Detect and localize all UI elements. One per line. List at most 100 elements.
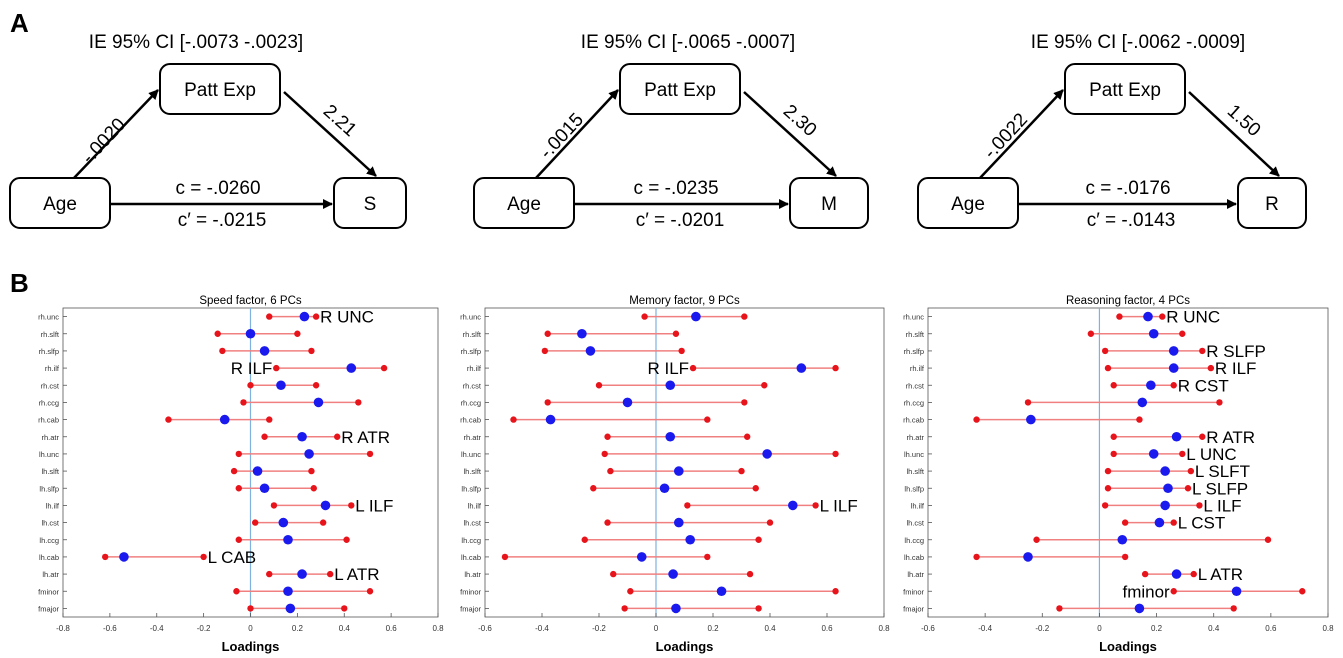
x-tick-label: 0.6	[821, 624, 833, 633]
ci-high-point	[678, 347, 685, 355]
outcome-label: M	[821, 194, 837, 215]
y-tick-label: fminor	[460, 587, 481, 596]
ci-low-point	[219, 347, 226, 355]
predictor-label: Age	[951, 194, 985, 215]
y-tick-label: rh.unc	[38, 313, 59, 322]
ci-high-point	[319, 519, 327, 526]
y-tick-label: rh.ccg	[39, 398, 59, 407]
ci-low-point	[641, 313, 648, 320]
ci-high-point	[1199, 347, 1206, 355]
annotation-label: R CST	[1178, 376, 1229, 395]
outcome-label: R	[1265, 194, 1279, 215]
estimate-point	[283, 534, 293, 545]
ci-low-point	[501, 553, 509, 561]
ci-high-point	[672, 330, 680, 337]
c-label: c = -.0176	[1085, 178, 1170, 199]
ci-low-point	[544, 399, 551, 406]
estimate-point	[691, 311, 701, 322]
x-tick-label: -0.4	[150, 624, 164, 633]
estimate-point	[299, 311, 310, 322]
estimate-point	[665, 380, 676, 391]
y-tick-label: lh.ilf	[468, 501, 482, 510]
estimate-point	[219, 414, 230, 425]
c-label: c = -.0235	[633, 178, 718, 199]
chart-title: Speed factor, 6 PCs	[199, 295, 302, 307]
x-tick-label: 0.4	[764, 624, 776, 633]
annotation-label: R ATR	[341, 428, 390, 447]
y-tick-label: rh.slfp	[39, 347, 59, 356]
ci-high-point	[744, 433, 751, 440]
x-tick-label: 0.6	[386, 624, 398, 633]
annotation-label: L CST	[1178, 514, 1226, 533]
y-tick-label: fminor	[38, 587, 59, 596]
estimate-point	[636, 552, 647, 562]
ci-high-point	[1196, 502, 1203, 509]
x-tick-label: 0.8	[432, 624, 444, 633]
x-axis-label: Loadings	[1099, 639, 1157, 654]
ci-low-point	[607, 467, 614, 475]
estimate-point	[659, 483, 670, 494]
estimate-point	[788, 500, 798, 511]
y-tick-label: rh.ccg	[904, 398, 924, 407]
ci-high-point	[1199, 433, 1206, 440]
ci-high-point	[704, 416, 711, 423]
estimate-point	[796, 363, 807, 373]
ci-low-point	[1116, 313, 1123, 320]
ci-low-point	[266, 570, 273, 578]
panel-label-b: B	[10, 268, 29, 298]
x-tick-label: 0	[1097, 624, 1102, 633]
ci-high-point	[312, 382, 320, 389]
ci-low-point	[601, 450, 608, 458]
y-tick-label: rh.atr	[41, 433, 59, 442]
estimate-point	[577, 328, 587, 339]
estimate-point	[622, 397, 633, 408]
ci-high-point	[1136, 416, 1143, 423]
estimate-point	[716, 586, 727, 597]
y-tick-label: rh.atr	[463, 433, 481, 442]
chart-title: Reasoning factor, 4 PCs	[1066, 295, 1190, 307]
outcome-box	[789, 177, 869, 229]
ci-low-point	[590, 485, 597, 492]
mediation-diagram-speed: IE 95% CI [-.0073 -.0023] Patt Exp Age S…	[9, 32, 407, 231]
mediator-box	[619, 63, 741, 115]
y-tick-label: rh.cab	[38, 416, 59, 425]
ci-high-point	[746, 570, 754, 578]
ci-low-point	[235, 450, 242, 458]
ci-high-point	[366, 588, 374, 595]
outcome-label: S	[364, 194, 377, 215]
y-tick-label: rh.unc	[460, 313, 481, 322]
ci-low-point	[270, 502, 278, 509]
x-tick-label: 0	[654, 624, 659, 633]
estimate-point	[252, 466, 263, 476]
estimate-point	[259, 346, 270, 356]
ci-high-point	[266, 416, 273, 423]
ci-low-point	[101, 553, 109, 561]
mediation-diagram-reasoning: IE 95% CI [-.0062 -.0009] Patt Exp Age R…	[917, 32, 1307, 231]
outcome-box	[333, 177, 407, 229]
estimate-point	[1163, 483, 1173, 494]
mediator-label: Patt Exp	[1089, 80, 1161, 101]
ci-high-point	[1170, 519, 1177, 526]
ci-high-point	[1299, 588, 1306, 595]
x-tick-label: -0.4	[978, 624, 992, 633]
x-tick-label: -0.6	[921, 624, 935, 633]
ci-high-point	[832, 588, 839, 595]
ci-high-point	[766, 519, 774, 526]
annotation-label: R ILF	[1215, 359, 1257, 378]
ci-high-point	[752, 485, 759, 492]
y-tick-label: lh.atr	[907, 570, 924, 579]
x-tick-label: -0.8	[56, 624, 70, 633]
ci-low-point	[230, 467, 238, 475]
estimate-point	[1171, 569, 1182, 579]
annotation-label: R UNC	[1166, 308, 1220, 327]
x-tick-label: 0.4	[1208, 624, 1220, 633]
y-tick-label: fminor	[903, 587, 924, 596]
b-path-label: 1.50	[1223, 101, 1265, 141]
ci-low-point	[510, 416, 517, 423]
ci-low-point	[604, 519, 611, 526]
ci-high-point	[755, 605, 762, 612]
ci-low-point	[621, 605, 628, 612]
ci-high-point	[761, 382, 768, 389]
annotation-label: fminor	[1122, 582, 1170, 601]
b-path-arrow	[283, 91, 377, 177]
